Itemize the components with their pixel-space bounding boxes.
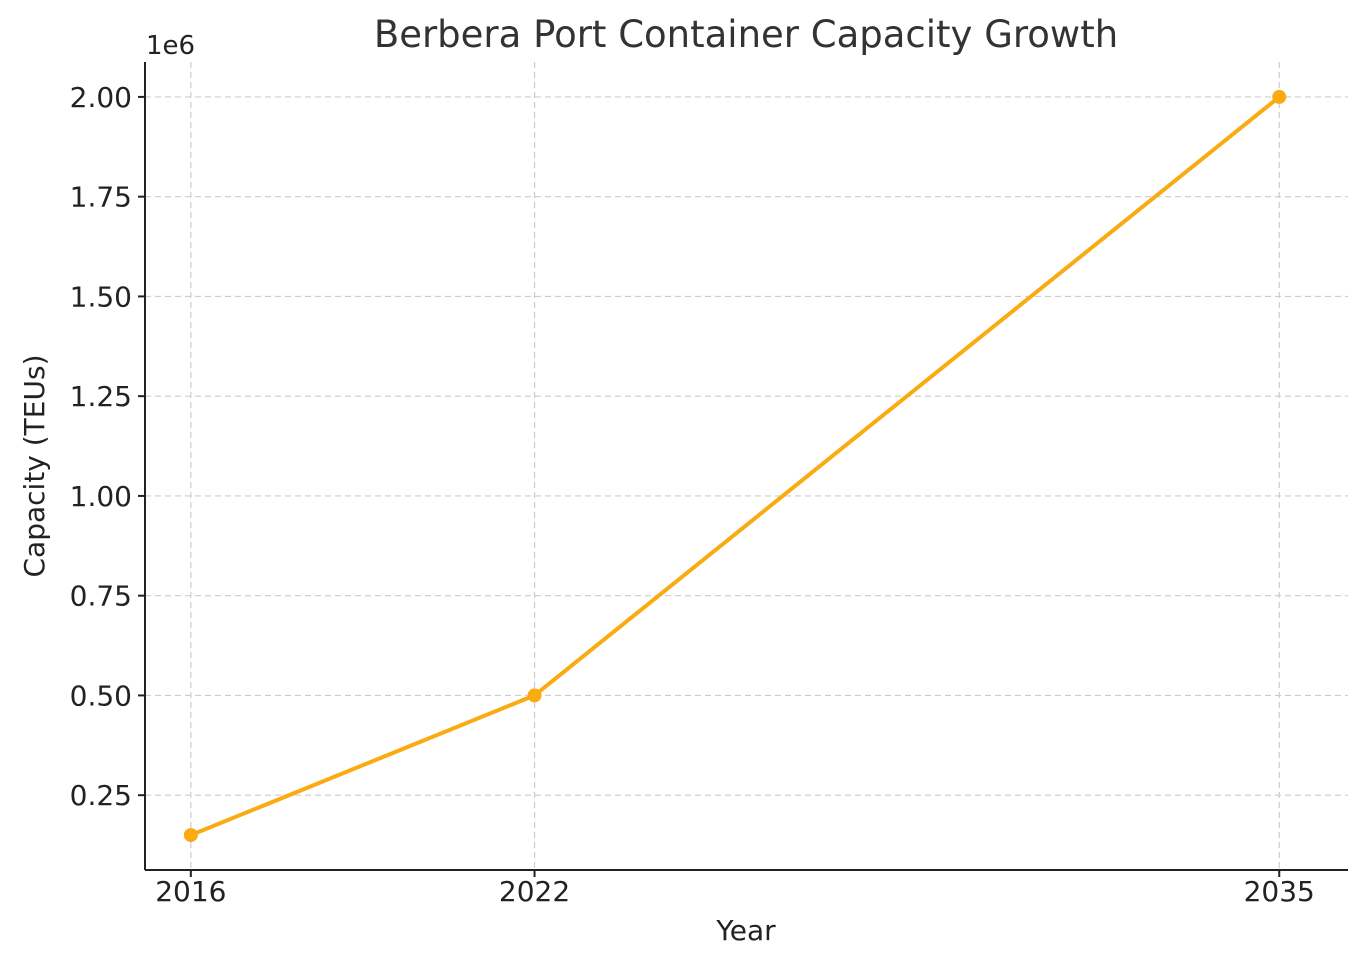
x-axis-label: Year	[715, 914, 776, 947]
y-axis-label: Capacity (TEUs)	[18, 355, 51, 578]
x-tick-label: 2016	[155, 875, 226, 908]
y-tick-label: 0.50	[70, 679, 132, 712]
chart-title: Berbera Port Container Capacity Growth	[374, 13, 1118, 56]
data-point	[183, 828, 198, 843]
y-tick-label: 1.00	[70, 480, 132, 513]
data-point	[527, 688, 542, 703]
y-tick-label: 0.75	[70, 580, 132, 613]
x-tick-label: 2022	[499, 875, 570, 908]
y-tick-label: 2.00	[70, 81, 132, 114]
series	[183, 89, 1287, 843]
tick-labels: 0.25 0.50 0.75 1.00 1.25 1.50 1.75 2.00 2016 2022…	[70, 81, 1315, 908]
y-tick-label: 1.75	[70, 181, 132, 214]
y-tick-label: 1.50	[70, 280, 132, 313]
series-line	[188, 94, 1282, 838]
y-tick-label: 0.25	[70, 779, 132, 812]
grid	[145, 62, 1348, 870]
x-tick-label: 2035	[1244, 875, 1315, 908]
data-point	[1272, 89, 1287, 104]
y-axis-offset-label: 1e6	[146, 31, 195, 61]
axes	[144, 62, 1348, 871]
y-tick-label: 1.25	[70, 380, 132, 413]
